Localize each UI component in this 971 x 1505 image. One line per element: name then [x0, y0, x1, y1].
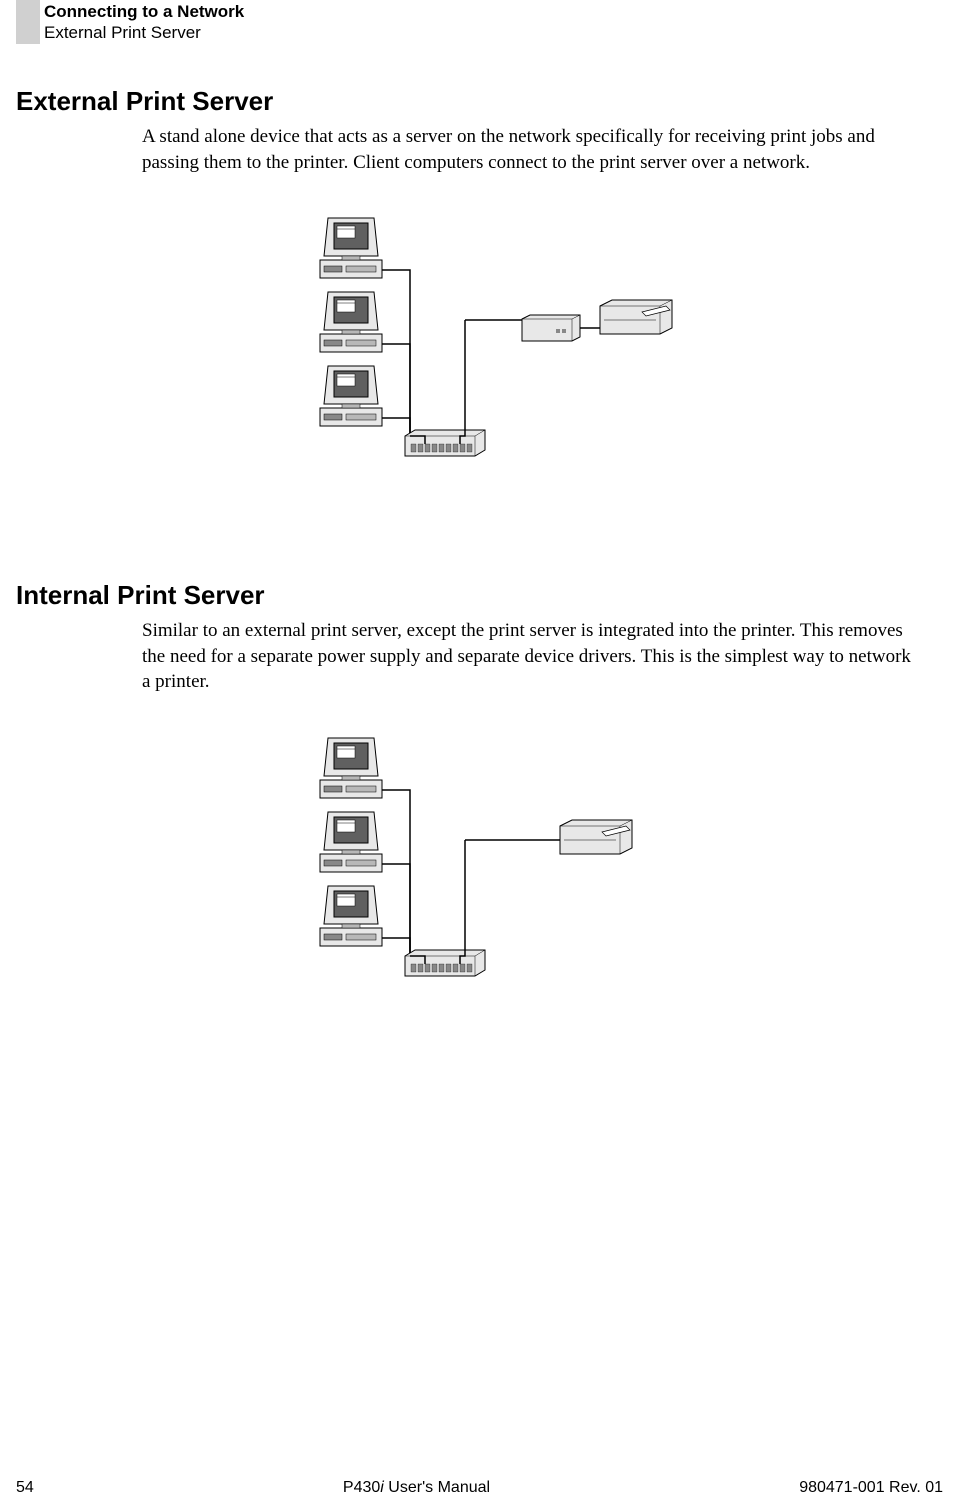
- header-accent-bar: [16, 0, 40, 44]
- diagram-external: [310, 210, 700, 470]
- chapter-title: Connecting to a Network: [44, 2, 244, 22]
- section-title: External Print Server: [44, 23, 244, 43]
- manual-title: P430i User's Manual: [343, 1479, 490, 1497]
- revision: 980471-001 Rev. 01: [799, 1479, 943, 1497]
- diagram-internal: [310, 730, 700, 990]
- body-external: A stand alone device that acts as a serv…: [142, 124, 911, 175]
- page-header: Connecting to a Network External Print S…: [44, 2, 244, 43]
- heading-internal: Internal Print Server: [16, 580, 265, 611]
- page-number: 54: [16, 1479, 34, 1497]
- body-internal: Similar to an external print server, exc…: [142, 618, 911, 695]
- page-footer: 54 P430i User's Manual 980471-001 Rev. 0…: [16, 1479, 943, 1497]
- heading-external: External Print Server: [16, 86, 273, 117]
